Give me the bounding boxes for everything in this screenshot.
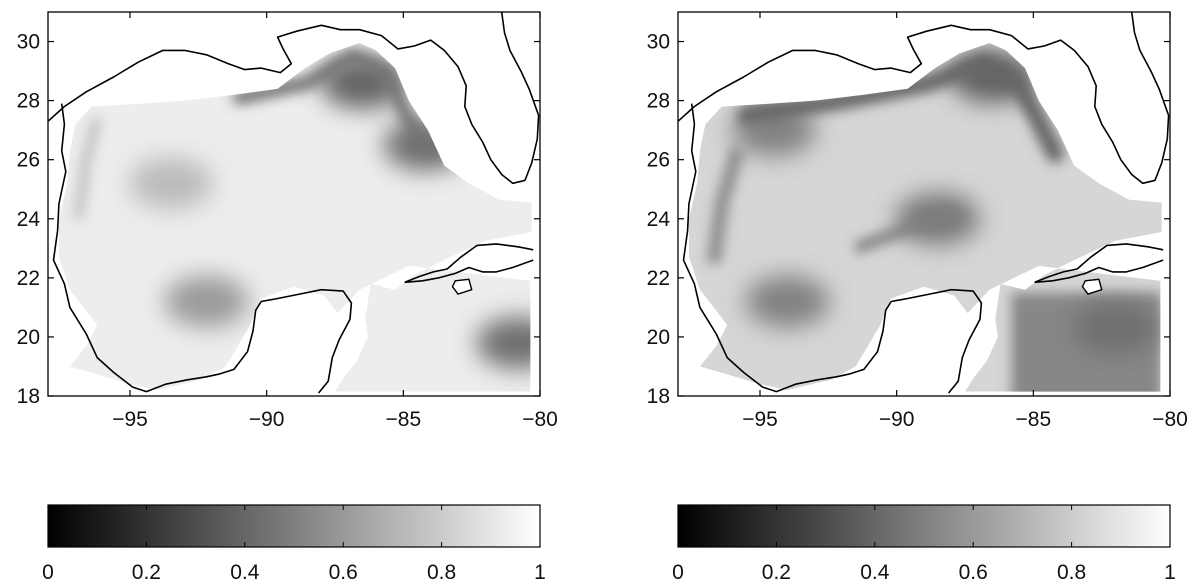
colorbar-tick-label: 0.4 (860, 561, 890, 584)
x-tick-label: −90 (879, 408, 915, 431)
field-hotspot (476, 316, 532, 369)
axes-box (47, 11, 541, 397)
coastline-segment (404, 243, 534, 284)
colorbar-ticks: 0 0.2 0.4 0.6 0.8 1 (672, 505, 1176, 584)
x-axis: −95 −90 −85 −80 (742, 12, 1188, 431)
colorbar-tick-label: 0.2 (132, 561, 161, 584)
x-tick-label: −90 (249, 408, 285, 431)
island-outline (1081, 278, 1103, 295)
y-axis: 18 20 22 24 26 28 30 (647, 31, 1170, 408)
x-axis: −95 −90 −85 −80 (112, 12, 558, 431)
data-field (688, 43, 1162, 392)
field-band (232, 48, 433, 155)
y-tick-label: 24 (647, 208, 671, 231)
field-band (737, 52, 1065, 163)
colorbar-tick-label: 0.8 (427, 561, 456, 584)
colorbar-tick-label: 0.6 (329, 561, 358, 584)
colorbar-tick-label: 0 (42, 561, 54, 584)
y-tick-label: 26 (647, 149, 670, 172)
field-band (853, 204, 959, 254)
colorbar-tick-label: 1 (1164, 561, 1176, 584)
y-tick-label: 22 (17, 267, 40, 290)
coastline-segment (677, 11, 1170, 185)
y-tick-label: 28 (17, 90, 40, 113)
axes-box (677, 11, 1171, 397)
coastline-segment (682, 103, 983, 394)
x-tick-label: −85 (1016, 408, 1052, 431)
y-tick-label: 18 (647, 385, 670, 408)
colorbar-right: 0 0.2 0.4 0.6 0.8 1 (672, 504, 1176, 584)
x-tick-label: −95 (742, 408, 778, 431)
coastline (47, 11, 540, 394)
coastline-segment (404, 259, 534, 284)
coastline (677, 11, 1170, 394)
y-axis: 18 20 22 24 26 28 30 (17, 31, 540, 408)
y-tick-label: 30 (647, 31, 670, 54)
field-hotspot (164, 275, 249, 328)
field-hotspot (129, 157, 213, 210)
colorbar-gradient (47, 504, 541, 548)
y-tick-label: 18 (17, 385, 40, 408)
x-tick-label: −95 (112, 408, 148, 431)
y-tick-label: 26 (17, 149, 40, 172)
field-band (73, 117, 103, 220)
colorbar-tick-label: 0.4 (230, 561, 260, 584)
colorbar-gradient (677, 504, 1171, 548)
field-band (706, 145, 745, 265)
field-hotspot (745, 275, 830, 328)
coastline-segment (1034, 259, 1164, 284)
map-panel-right: −95 −90 −85 −80 18 20 22 24 26 28 30 (647, 11, 1188, 431)
x-tick-label: −80 (1152, 408, 1188, 431)
field-band (1011, 292, 1162, 392)
coastline-segment (1034, 243, 1164, 284)
map-panel-left: −95 −90 −85 −80 18 20 22 24 26 28 30 (17, 11, 558, 431)
y-tick-label: 20 (647, 326, 670, 349)
colorbar-ticks: 0 0.2 0.4 0.6 0.8 1 (42, 505, 546, 584)
colorbar-left: 0 0.2 0.4 0.6 0.8 1 (42, 504, 546, 584)
colorbar-tick-label: 1 (534, 561, 546, 584)
coastline-segment (52, 103, 353, 394)
y-tick-label: 22 (647, 267, 670, 290)
colorbar-tick-label: 0 (672, 561, 684, 584)
colorbar-tick-label: 0.6 (959, 561, 988, 584)
island-outline (451, 278, 473, 295)
x-tick-label: −80 (522, 408, 558, 431)
data-field (58, 43, 532, 392)
x-tick-label: −85 (386, 408, 422, 431)
colorbar-tick-label: 0.2 (762, 561, 791, 584)
y-tick-label: 28 (647, 90, 670, 113)
y-tick-label: 24 (17, 208, 41, 231)
colorbar-tick-label: 0.8 (1057, 561, 1086, 584)
coastline-segment (47, 11, 540, 185)
y-tick-label: 30 (17, 31, 40, 54)
y-tick-label: 20 (17, 326, 40, 349)
